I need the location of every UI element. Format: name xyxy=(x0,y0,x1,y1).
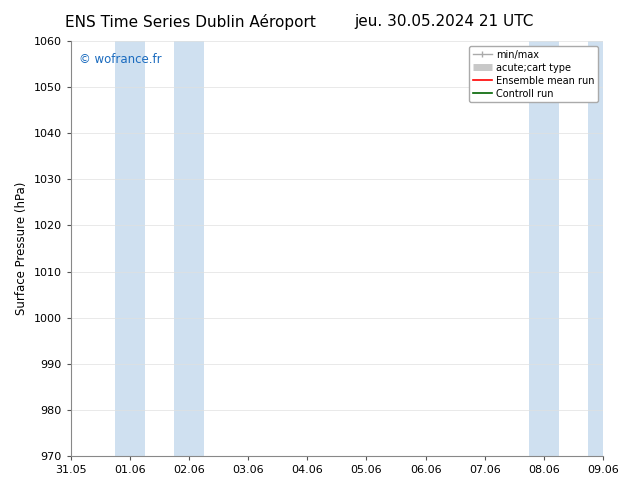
Bar xyxy=(174,41,204,456)
Bar xyxy=(115,41,145,456)
Text: jeu. 30.05.2024 21 UTC: jeu. 30.05.2024 21 UTC xyxy=(354,14,533,29)
Text: ENS Time Series Dublin Aéroport: ENS Time Series Dublin Aéroport xyxy=(65,14,316,30)
Text: © wofrance.fr: © wofrance.fr xyxy=(79,53,161,67)
Bar xyxy=(588,41,603,456)
Y-axis label: Surface Pressure (hPa): Surface Pressure (hPa) xyxy=(15,182,28,315)
Legend: min/max, acute;cart type, Ensemble mean run, Controll run: min/max, acute;cart type, Ensemble mean … xyxy=(469,46,598,102)
Bar xyxy=(529,41,559,456)
